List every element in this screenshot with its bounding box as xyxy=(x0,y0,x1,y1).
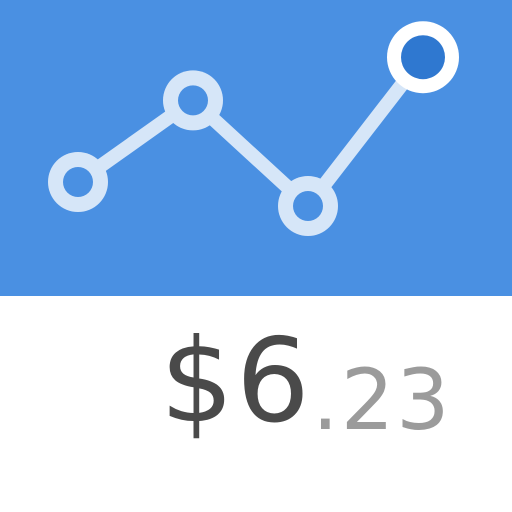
currency-symbol: $ xyxy=(160,314,234,449)
price-whole: 6 xyxy=(236,314,310,449)
chart-point-highlighted-center xyxy=(401,35,445,80)
line-chart-icon xyxy=(48,21,459,236)
chart-point-center xyxy=(63,167,93,197)
chart-panel xyxy=(0,0,512,296)
price-decimal: .23 xyxy=(312,351,452,449)
chart-point-center xyxy=(293,191,323,221)
price-display: $ 6 .23 xyxy=(0,296,512,512)
chart-point-center xyxy=(178,85,208,116)
